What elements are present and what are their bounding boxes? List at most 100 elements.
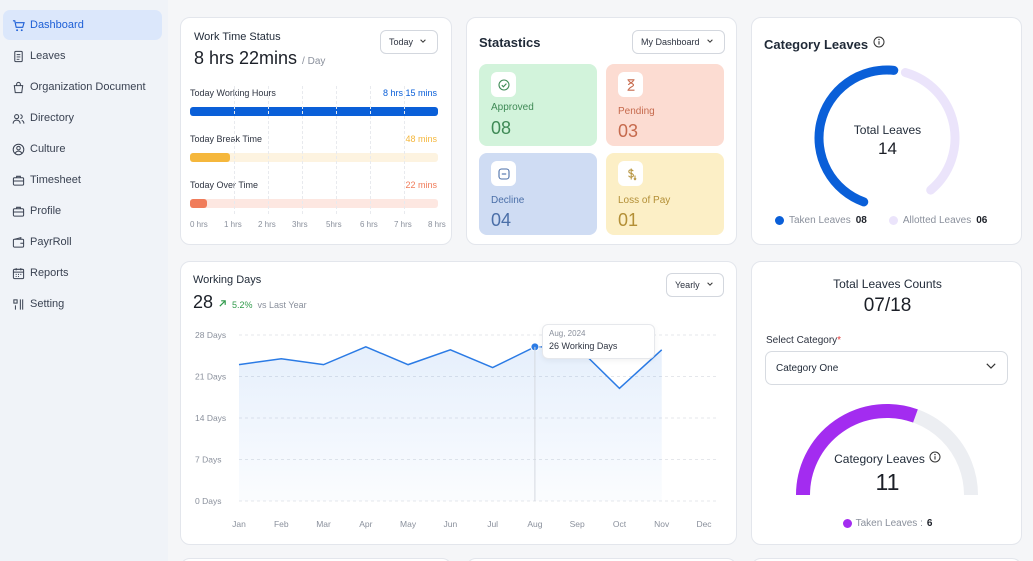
work-time-row-value: 8 hrs 15 mins — [382, 88, 437, 98]
gauge-legend-value: 6 — [926, 518, 933, 529]
wallet-icon — [11, 235, 25, 249]
total-leaves-card: Total Leaves Counts 07/18 Select Categor… — [751, 261, 1022, 545]
stat-tile-label: Pending — [618, 106, 655, 117]
info-icon[interactable] — [873, 35, 885, 53]
category-gauge — [796, 404, 978, 496]
work-time-bar-fill — [190, 199, 208, 208]
category-leaves-center-value: 14 — [878, 139, 897, 158]
sidebar-item-directory[interactable]: Directory — [3, 103, 162, 133]
sidebar-item-organization-document[interactable]: Organization Document — [3, 72, 162, 102]
work-time-dropdown[interactable]: Today — [380, 30, 438, 54]
stat-tile-loss-of-pay[interactable]: Loss of Pay 01 — [606, 153, 724, 235]
gauge-legend: Taken Leaves : 6 — [752, 518, 1023, 529]
user-circle-icon — [11, 142, 25, 156]
stat-tile-label: Loss of Pay — [618, 195, 671, 206]
settings-icon — [11, 297, 25, 311]
sidebar-item-reports[interactable]: Reports — [3, 258, 162, 288]
y-tick-label: 21 Days — [195, 372, 226, 382]
category-select[interactable]: Category One — [765, 351, 1008, 385]
working-days-title: Working Days — [193, 274, 262, 286]
sidebar-item-payrroll[interactable]: PayrRoll — [3, 227, 162, 257]
x-tick-label: Nov — [654, 519, 670, 529]
x-tick-label: May — [400, 519, 417, 529]
work-time-bar-track — [190, 199, 438, 208]
y-tick-label: 0 Days — [195, 496, 221, 506]
total-leaves-value: 07/18 — [863, 295, 912, 316]
work-time-axis-tick: 1 hrs — [224, 220, 242, 229]
work-time-bar-fill — [190, 153, 230, 162]
work-time-grid-line — [404, 86, 405, 214]
work-time-per: / Day — [302, 56, 326, 67]
stat-tile-label: Decline — [491, 195, 525, 206]
work-time-card: Work Time Status 8 hrs 22mins / Day Toda… — [180, 17, 452, 245]
category-leaves-title: Category Leaves — [764, 36, 869, 52]
x-tick-label: Jan — [232, 519, 246, 529]
statistics-dropdown-label: My Dashboard — [641, 37, 700, 47]
chevron-down-icon — [419, 37, 427, 47]
working-days-trend: 5.2% — [232, 300, 253, 310]
category-leaves-center-label: Total Leaves — [853, 123, 922, 137]
work-time-grid-line — [302, 86, 303, 214]
select-category-label: Select Category — [766, 335, 838, 346]
stat-tile-value: 01 — [618, 210, 639, 230]
working-days-chart: 28 Days 21 Days 14 Days 7 Days 0 Days Jan Feb M… — [195, 330, 719, 529]
statistics-dropdown[interactable]: My Dashboard — [632, 30, 725, 54]
y-tick-label: 7 Days — [195, 455, 221, 465]
sidebar-item-profile[interactable]: Profile — [3, 196, 162, 226]
sidebar-item-timesheet[interactable]: Timesheet — [3, 165, 162, 195]
allotted-legend-label: Allotted Leaves — [902, 215, 972, 226]
info-icon[interactable] — [929, 450, 941, 468]
x-tick-label: Jul — [487, 519, 498, 529]
stat-tile-pending[interactable]: Pending 03 — [606, 64, 724, 146]
chevron-down-icon — [706, 37, 714, 47]
chevron-down-icon — [985, 359, 997, 377]
chart-line — [238, 346, 663, 390]
work-time-title: Work Time Status — [194, 31, 281, 43]
cart-icon — [11, 18, 25, 32]
sidebar-item-setting[interactable]: Setting — [3, 289, 162, 319]
statistics-card: Statastics My Dashboard Approved 08 Pendin… — [466, 17, 737, 245]
y-tick-label: 28 Days — [195, 330, 226, 340]
sidebar-item-label: Dashboard — [30, 19, 84, 31]
x-tick-label: Sep — [570, 519, 585, 529]
work-time-row-label: Today Break Time — [190, 134, 263, 144]
dollar-down-icon — [618, 161, 643, 186]
chart-tooltip: Aug, 2024 26 Working Days — [542, 324, 655, 359]
sidebar-item-dashboard[interactable]: Dashboard — [3, 10, 162, 40]
work-time-grid-line — [234, 86, 235, 214]
sidebar-item-label: Timesheet — [30, 174, 81, 186]
sidebar: Dashboard Leaves Organization Document Dire… — [0, 0, 168, 561]
sidebar-item-label: Culture — [30, 143, 66, 155]
category-leaves-card: Category Leaves Total Leaves 14 Taken Le… — [751, 17, 1022, 245]
work-time-dropdown-label: Today — [389, 37, 414, 47]
work-time-axis-tick: 3hrs — [292, 220, 308, 229]
allotted-arc — [900, 68, 960, 195]
working-days-trend-suffix: vs Last Year — [257, 300, 307, 310]
statistics-title: Statastics — [479, 35, 541, 50]
work-time-row-label: Today Over Time — [190, 180, 259, 190]
stat-tile-value: 04 — [491, 210, 512, 230]
allotted-legend-value: 06 — [976, 215, 988, 226]
gauge-fill — [796, 404, 918, 496]
stat-tile-decline[interactable]: Decline 04 — [479, 153, 597, 235]
chevron-down-icon — [706, 280, 714, 290]
taken-legend-label: Taken Leaves — [789, 215, 851, 226]
sidebar-item-culture[interactable]: Culture — [3, 134, 162, 164]
work-time-grid-line — [336, 86, 337, 214]
stat-tile-approved[interactable]: Approved 08 — [479, 64, 597, 146]
work-time-bar-fill — [190, 107, 438, 116]
tooltip-value: 26 Working Days — [549, 341, 618, 351]
stat-tile-value: 03 — [618, 121, 639, 141]
sidebar-item-leaves[interactable]: Leaves — [3, 41, 162, 71]
working-days-value: 28 — [193, 292, 214, 312]
work-time-total: 8 hrs 22mins — [194, 48, 298, 68]
work-time-grid-line — [370, 86, 371, 214]
work-time-axis-tick: 0 hrs — [190, 220, 208, 229]
category-select-value: Category One — [776, 362, 839, 374]
working-days-dropdown[interactable]: Yearly — [666, 273, 724, 297]
sidebar-item-label: Profile — [30, 205, 62, 217]
x-tick-label: Oct — [613, 519, 627, 529]
sidebar-item-label: Setting — [30, 298, 65, 310]
y-tick-label: 14 Days — [195, 413, 226, 423]
sidebar-item-label: Leaves — [30, 50, 66, 62]
